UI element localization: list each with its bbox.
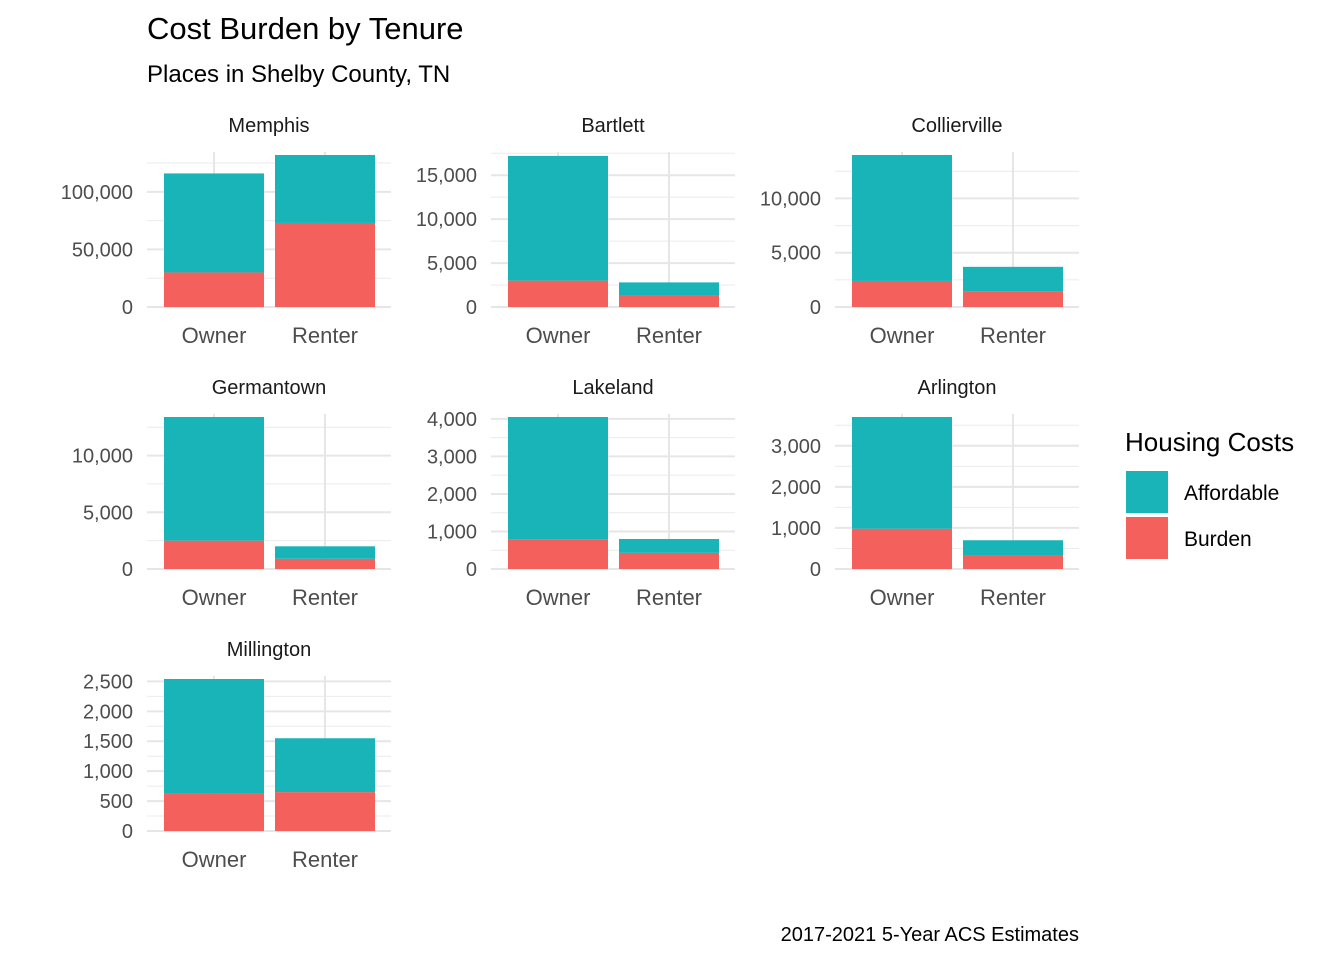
y-tick-label: 2,000 bbox=[83, 701, 133, 723]
y-tick-label: 0 bbox=[810, 297, 821, 319]
chart-title: Cost Burden by Tenure bbox=[147, 11, 464, 46]
bar-segment-affordable bbox=[275, 155, 375, 223]
facet-panel: Arlington 0 1,000 2,000 3,000 Owner Renter bbox=[771, 377, 1079, 610]
bar-segment-affordable bbox=[275, 546, 375, 559]
bar-segment-affordable bbox=[164, 679, 264, 794]
x-tick-label: Owner bbox=[870, 585, 935, 610]
x-tick-label: Renter bbox=[292, 323, 358, 348]
bar-segment-burden bbox=[164, 793, 264, 831]
y-tick-label: 100,000 bbox=[61, 182, 133, 204]
legend: Housing Costs Affordable Burden bbox=[1125, 427, 1294, 559]
facet-label: Collierville bbox=[911, 115, 1002, 137]
bar-segment-affordable bbox=[508, 417, 608, 540]
facet-panel: Collierville 0 5,000 10,000 Owner Renter bbox=[760, 115, 1079, 348]
legend-title: Housing Costs bbox=[1125, 427, 1294, 457]
y-tick-label: 15,000 bbox=[416, 165, 477, 187]
facet-panel: Memphis 0 50,000 100,000 Owner Renter bbox=[61, 115, 391, 348]
bar-segment-affordable bbox=[275, 738, 375, 793]
bar-segment-affordable bbox=[508, 155, 608, 281]
y-tick-label: 5,000 bbox=[83, 502, 133, 524]
facet-label: Millington bbox=[227, 639, 311, 661]
legend-label: Affordable bbox=[1184, 482, 1279, 505]
bar-segment-affordable bbox=[164, 417, 264, 541]
facet-label: Arlington bbox=[918, 377, 997, 399]
y-tick-label: 10,000 bbox=[416, 209, 477, 231]
chart-subtitle: Places in Shelby County, TN bbox=[147, 61, 450, 88]
facet-panel: Germantown 0 5,000 10,000 Owner Renter bbox=[72, 377, 391, 610]
y-tick-label: 0 bbox=[466, 559, 477, 581]
y-tick-label: 10,000 bbox=[760, 188, 821, 210]
facet-label: Lakeland bbox=[572, 377, 653, 399]
y-tick-label: 0 bbox=[466, 297, 477, 319]
bar-segment-affordable bbox=[852, 155, 952, 281]
y-tick-label: 2,000 bbox=[427, 484, 477, 506]
bar-segment-burden bbox=[963, 555, 1063, 569]
facet-panel: Lakeland 0 1,000 2,000 3,000 4,000 Owner Renter bbox=[427, 377, 735, 610]
bar-segment-burden bbox=[275, 792, 375, 831]
y-tick-label: 4,000 bbox=[427, 409, 477, 431]
y-tick-label: 1,000 bbox=[427, 521, 477, 543]
bar-segment-burden bbox=[164, 272, 264, 307]
y-tick-label: 50,000 bbox=[72, 239, 133, 261]
x-tick-label: Renter bbox=[980, 585, 1046, 610]
y-tick-label: 1,000 bbox=[771, 518, 821, 540]
legend-label: Burden bbox=[1184, 528, 1252, 551]
y-tick-label: 0 bbox=[122, 297, 133, 319]
legend-items: Affordable Burden bbox=[1126, 471, 1279, 559]
x-tick-label: Renter bbox=[292, 585, 358, 610]
bar-segment-burden bbox=[275, 222, 375, 307]
bar-segment-burden bbox=[852, 280, 952, 307]
facet-label: Germantown bbox=[212, 377, 327, 399]
x-tick-label: Owner bbox=[870, 323, 935, 348]
bar-segment-burden bbox=[619, 295, 719, 307]
bar-segment-burden bbox=[619, 552, 719, 569]
x-tick-label: Renter bbox=[292, 847, 358, 872]
bar-segment-affordable bbox=[164, 173, 264, 273]
y-tick-label: 0 bbox=[122, 821, 133, 843]
x-tick-label: Owner bbox=[182, 585, 247, 610]
y-tick-label: 10,000 bbox=[72, 446, 133, 468]
y-tick-label: 5,000 bbox=[427, 253, 477, 275]
facet-panel: Bartlett 0 5,000 10,000 15,000 Owner Renter bbox=[416, 115, 735, 348]
bar-segment-burden bbox=[852, 528, 952, 569]
bar-segment-burden bbox=[275, 558, 375, 569]
bar-segment-burden bbox=[963, 291, 1063, 307]
bar-segment-burden bbox=[508, 280, 608, 307]
chart-caption: 2017-2021 5-Year ACS Estimates bbox=[781, 924, 1079, 946]
x-tick-label: Owner bbox=[182, 323, 247, 348]
facet-label: Bartlett bbox=[581, 115, 645, 137]
bar-segment-affordable bbox=[852, 417, 952, 529]
x-tick-label: Owner bbox=[526, 585, 591, 610]
facet-label: Memphis bbox=[228, 115, 309, 137]
y-tick-label: 3,000 bbox=[771, 436, 821, 458]
bar-segment-affordable bbox=[619, 538, 719, 553]
y-tick-label: 1,000 bbox=[83, 761, 133, 783]
legend-key-affordable bbox=[1126, 471, 1168, 513]
y-tick-label: 2,500 bbox=[83, 671, 133, 693]
bar-segment-burden bbox=[164, 540, 264, 569]
y-tick-label: 3,000 bbox=[427, 446, 477, 468]
legend-key-burden bbox=[1126, 517, 1168, 559]
facet-panel: Millington 0 500 1,000 1,500 2,000 2,500 Owner R… bbox=[83, 639, 391, 872]
x-tick-label: Renter bbox=[636, 323, 702, 348]
x-tick-label: Owner bbox=[182, 847, 247, 872]
x-tick-label: Owner bbox=[526, 323, 591, 348]
bar-segment-burden bbox=[508, 539, 608, 569]
bar-segment-affordable bbox=[619, 282, 719, 296]
bar-segment-affordable bbox=[963, 540, 1063, 556]
y-tick-label: 5,000 bbox=[771, 243, 821, 265]
y-tick-label: 1,500 bbox=[83, 731, 133, 753]
y-tick-label: 0 bbox=[810, 559, 821, 581]
x-tick-label: Renter bbox=[636, 585, 702, 610]
y-tick-label: 500 bbox=[100, 791, 133, 813]
y-tick-label: 0 bbox=[122, 559, 133, 581]
bar-segment-affordable bbox=[963, 266, 1063, 292]
y-tick-label: 2,000 bbox=[771, 477, 821, 499]
x-tick-label: Renter bbox=[980, 323, 1046, 348]
